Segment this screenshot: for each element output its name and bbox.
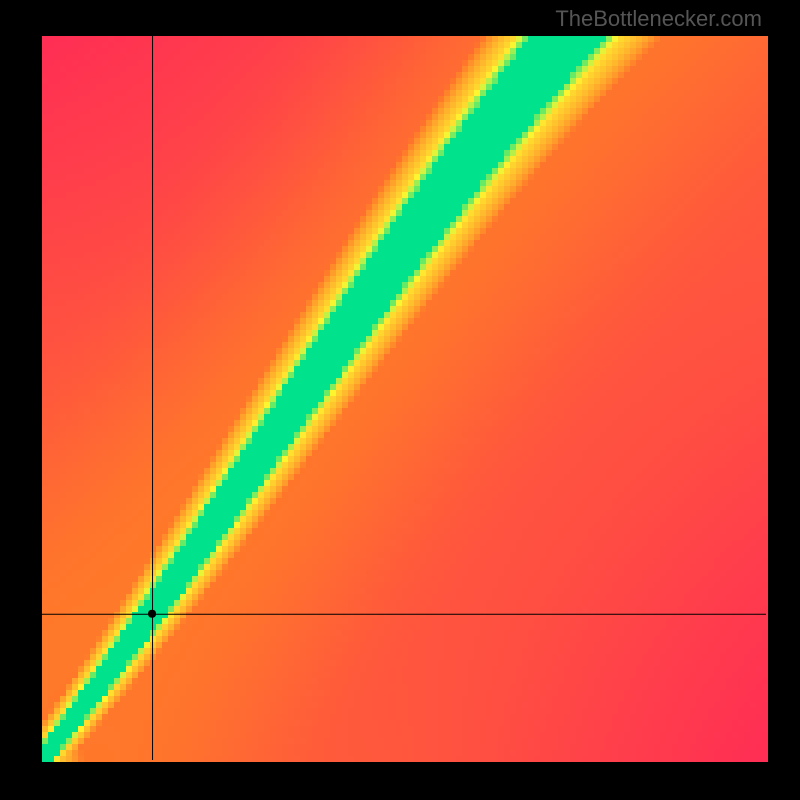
chart-container: TheBottlenecker.com — [0, 0, 800, 800]
bottleneck-heatmap — [0, 0, 800, 800]
watermark-label: TheBottlenecker.com — [555, 6, 762, 32]
